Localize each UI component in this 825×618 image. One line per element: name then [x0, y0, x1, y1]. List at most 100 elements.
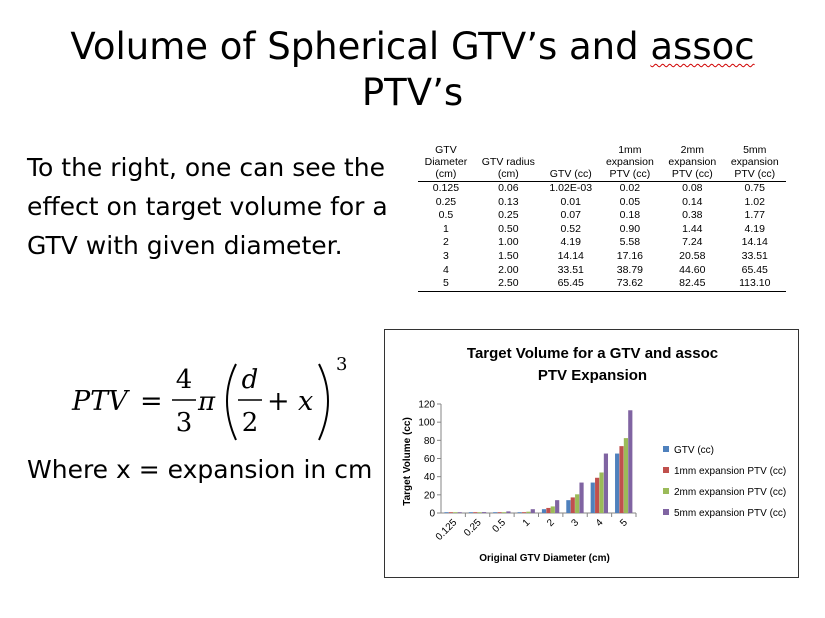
- title-spellcheck-word: assoc: [650, 25, 755, 68]
- table-cell: 0.50: [498, 222, 519, 235]
- chart-bar: [619, 446, 624, 513]
- table-cell: 82.45: [661, 277, 724, 292]
- table-header-line: 1mm: [618, 144, 642, 156]
- chart-bar: [517, 512, 522, 513]
- table-cell: 0.38: [682, 209, 703, 222]
- table-cell: 1: [442, 222, 449, 235]
- x-tick-label: 1: [521, 517, 533, 529]
- table-header-cell: 2mm expansion PTV (cc): [661, 144, 724, 182]
- x-tick-label: 0.125: [434, 517, 460, 543]
- title-line1-prefix: Volume of Spherical GTV’s and: [70, 25, 651, 68]
- chart-bar: [628, 410, 633, 513]
- chart-bar: [453, 512, 458, 513]
- table-cell: 0.07: [560, 209, 581, 222]
- body-text: To the right, one can see the effect on …: [27, 153, 388, 260]
- formula-frac1-den: 3: [176, 408, 193, 438]
- chart-title-line1: Target Volume for a GTV and assoc: [466, 345, 719, 362]
- legend-label: 2mm expansion PTV (cc): [674, 487, 786, 498]
- table-cell: 1.02E-03: [549, 182, 593, 194]
- y-axis-title: Target Volume (cc): [402, 417, 413, 506]
- chart-bar: [550, 506, 555, 513]
- table-header-cell: 1mm expansion PTV (cc): [598, 144, 662, 182]
- table-header-line: 2mm: [680, 144, 704, 156]
- table-header-line: (cm): [497, 168, 519, 180]
- table-header-line: expansion: [668, 156, 717, 168]
- y-tick-label: 100: [418, 418, 435, 429]
- chart-bar: [623, 438, 628, 513]
- chart-bar: [448, 512, 453, 513]
- table-cell: 113.10: [723, 277, 786, 292]
- table-row: 3 1.50 14.14 17.16 20.58 33.51: [418, 250, 786, 264]
- target-volume-chart: Target Volume for a GTV and assoc PTV Ex…: [384, 329, 799, 578]
- table-header-cell: GTV (cc): [542, 144, 599, 182]
- y-tick-label: 0: [429, 509, 435, 520]
- table-header-row: GTV Diameter (cm) GTV radius (cm) GTV (cc) 1mm…: [418, 144, 786, 182]
- expansion-note: Where x = expansion in cm: [27, 455, 373, 484]
- table-header-line: expansion: [605, 156, 654, 168]
- table-cell: 5: [418, 277, 474, 292]
- table-header-line: GTV (cc): [549, 168, 592, 180]
- table-cell: 17.16: [616, 249, 644, 262]
- chart-bar: [603, 453, 609, 513]
- chart-bar: [555, 500, 560, 513]
- table-cell: 0.05: [619, 195, 641, 208]
- chart-bar: [444, 512, 449, 513]
- table-cell: 65.45: [741, 263, 768, 276]
- table-cell: 0.25: [498, 209, 519, 222]
- y-tick-label: 20: [424, 490, 436, 501]
- chart-bar: [497, 512, 502, 513]
- table-cell: 0.08: [682, 182, 703, 194]
- x-tick-label: 3: [569, 517, 581, 529]
- x-tick-label: 4: [594, 517, 606, 529]
- chart-bar: [579, 482, 584, 513]
- table-cell: 2.50: [473, 277, 543, 292]
- legend-swatch: [663, 509, 669, 515]
- table-cell: 20.58: [679, 249, 706, 262]
- table-header-line: Diameter: [424, 156, 468, 168]
- formula-equals: =: [140, 386, 163, 417]
- table-cell: 65.45: [542, 277, 599, 292]
- x-tick-label: 0.25: [462, 517, 484, 539]
- x-tick-label: 5: [618, 517, 630, 529]
- table-header-line: PTV (cc): [609, 168, 651, 180]
- formula-x: x: [298, 386, 313, 417]
- table-cell: 38.79: [616, 263, 644, 276]
- table-cell: 0.01: [560, 195, 581, 208]
- table-cell: 0.14: [682, 195, 703, 208]
- slide-title: Volume of Spherical GTV’s and assoc PTV’…: [0, 24, 825, 116]
- chart-bar: [530, 509, 535, 513]
- chart-bar: [468, 512, 473, 513]
- table-row: 4 2.00 33.51 38.79 44.60 65.45: [418, 264, 786, 278]
- formula-frac1-num: 4: [176, 365, 193, 395]
- table-header-line: 5mm: [743, 144, 767, 156]
- title-line2: PTV’s: [361, 71, 464, 114]
- chart-bar: [575, 494, 580, 513]
- volume-table: GTV Diameter (cm) GTV radius (cm) GTV (cc) 1mm…: [418, 144, 786, 292]
- x-tick-label: 0.5: [490, 517, 508, 535]
- formula-exponent: 3: [336, 354, 347, 375]
- formula-frac2-den: 2: [242, 408, 259, 438]
- legend-label: 1mm expansion PTV (cc): [674, 466, 786, 477]
- table-row: 2 1.00 4.19 5.58 7.24 14.14: [418, 236, 786, 250]
- table-header-cell: GTV Diameter (cm): [418, 144, 474, 182]
- table-cell: 2.00: [498, 263, 519, 276]
- formula-lhs: PTV: [71, 386, 130, 417]
- y-tick-label: 120: [418, 400, 435, 411]
- table-header-line: PTV (cc): [671, 168, 713, 180]
- table-cell: 0.18: [619, 209, 641, 222]
- chart-bar: [595, 477, 600, 513]
- formula-right-paren: [318, 363, 329, 441]
- table-header-line: (cm): [435, 168, 457, 180]
- chart-bar: [493, 512, 498, 513]
- formula-left-paren: [226, 363, 237, 441]
- table-cell: 1.02: [744, 195, 765, 208]
- ptv-formula: PTV = 4 3 π d 2 + x 3: [71, 354, 347, 441]
- legend-label: 5mm expansion PTV (cc): [674, 508, 786, 519]
- chart-bar: [457, 512, 462, 513]
- table-cell: 0.5: [438, 209, 454, 222]
- chart-bar: [599, 472, 604, 513]
- table-body: 0.125 0.06 1.02E-03 0.02 0.08 0.75 0.25 0.13 0.0…: [418, 182, 786, 292]
- table-cell: 4.19: [560, 236, 581, 249]
- chart-bar: [473, 512, 478, 513]
- table-cell: 2: [442, 236, 449, 249]
